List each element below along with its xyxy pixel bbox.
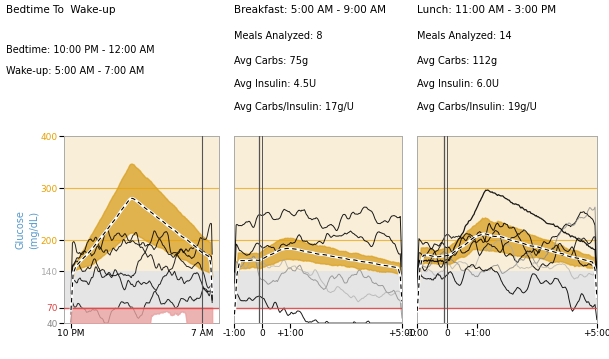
Bar	[234, 308, 402, 323]
Bar	[417, 271, 597, 308]
Text: Avg Carbs/Insulin: 17g/U: Avg Carbs/Insulin: 17g/U	[234, 102, 354, 112]
Y-axis label: Glucose
(mg/dL): Glucose (mg/dL)	[16, 210, 39, 249]
Text: Bedtime To  Wake-up: Bedtime To Wake-up	[6, 5, 116, 15]
Text: Bedtime: 10:00 PM - 12:00 AM: Bedtime: 10:00 PM - 12:00 AM	[6, 45, 155, 55]
Bar	[64, 136, 219, 271]
Bar	[64, 308, 219, 323]
Text: Meals Analyzed: 8: Meals Analyzed: 8	[234, 31, 323, 41]
Text: Avg Insulin: 6.0U: Avg Insulin: 6.0U	[417, 79, 499, 89]
Bar	[64, 271, 219, 308]
Text: Lunch: 11:00 AM - 3:00 PM: Lunch: 11:00 AM - 3:00 PM	[417, 5, 556, 15]
Bar	[417, 136, 597, 271]
Text: Avg Carbs: 75g: Avg Carbs: 75g	[234, 56, 309, 66]
Text: Avg Insulin: 4.5U: Avg Insulin: 4.5U	[234, 79, 317, 89]
Text: Avg Carbs: 112g: Avg Carbs: 112g	[417, 56, 498, 66]
Bar	[234, 271, 402, 308]
Bar	[234, 136, 402, 271]
Text: Meals Analyzed: 14: Meals Analyzed: 14	[417, 31, 512, 41]
Bar	[417, 308, 597, 323]
Text: Wake-up: 5:00 AM - 7:00 AM: Wake-up: 5:00 AM - 7:00 AM	[6, 66, 144, 76]
Text: Avg Carbs/Insulin: 19g/U: Avg Carbs/Insulin: 19g/U	[417, 102, 537, 112]
Text: Breakfast: 5:00 AM - 9:00 AM: Breakfast: 5:00 AM - 9:00 AM	[234, 5, 387, 15]
